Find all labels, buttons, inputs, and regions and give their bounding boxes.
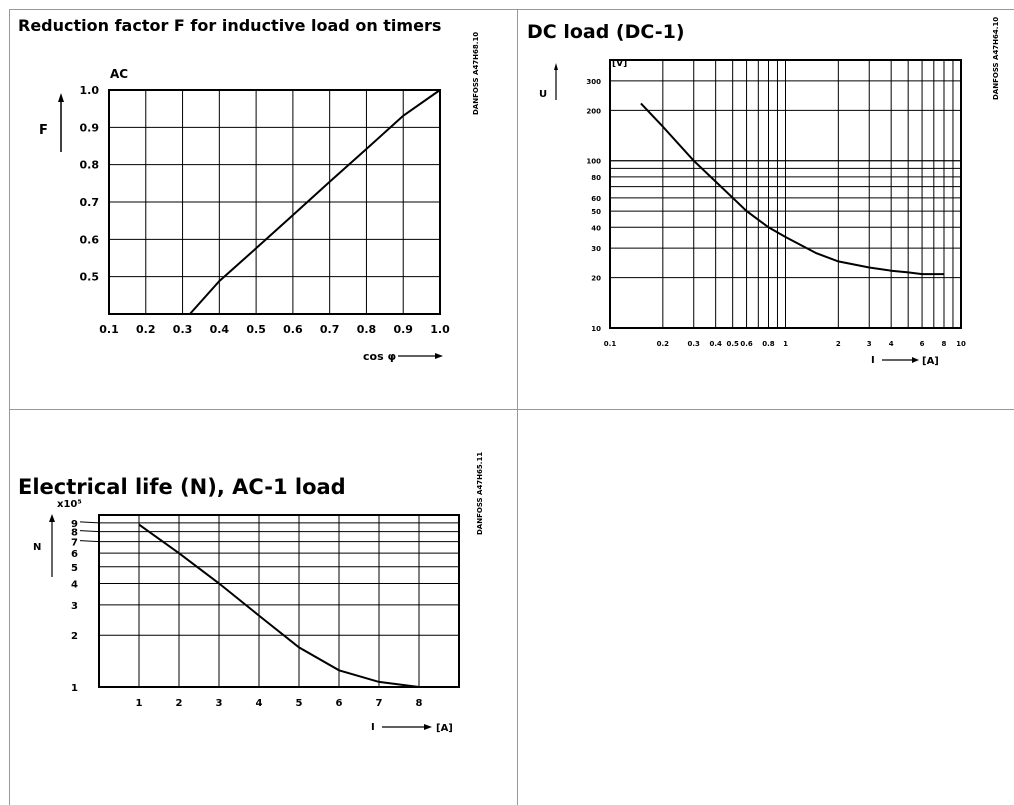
- y-tick-label: 0.7: [80, 196, 100, 209]
- reduction-factor-curve: [189, 89, 441, 315]
- table-border-top: [9, 9, 1014, 10]
- x-axis-arrow-head: [435, 353, 443, 359]
- x-tick-label: 7: [376, 698, 383, 709]
- table-border-middle-horizontal: [9, 409, 1014, 410]
- curve-label-ac: AC: [110, 67, 128, 81]
- y-tick-label: 1.0: [80, 84, 100, 97]
- y-tick-label: 20: [591, 275, 601, 283]
- x-tick-label: 10: [956, 340, 966, 348]
- x-tick-label: 2: [836, 340, 841, 348]
- x-tick-label: 0.1: [604, 340, 617, 348]
- plot-frame: [609, 59, 962, 329]
- y-tick-label: 9: [71, 519, 78, 530]
- x-tick-label: 6: [336, 698, 343, 709]
- x-tick-label: 6: [920, 340, 925, 348]
- stamp-danfoss-a47h65: DANFOSS A47H65.11: [476, 452, 484, 535]
- y-tick-label: 1: [71, 683, 78, 694]
- x-tick-label: 5: [296, 698, 303, 709]
- x-tick-label: 8: [942, 340, 947, 348]
- x-tick-label: 0.2: [657, 340, 670, 348]
- y-axis-arrow-head: [58, 93, 64, 102]
- y-tick-label: 5: [71, 563, 78, 574]
- y-tick-leader: [79, 540, 100, 543]
- x-tick-label: 4: [256, 698, 263, 709]
- electrical-life-curve: [138, 523, 420, 688]
- y-tick-label: 0.8: [80, 159, 100, 172]
- cell-title-reduction-factor: Reduction factor F for inductive load on…: [18, 16, 442, 35]
- y-axis-label-n: N: [33, 542, 41, 553]
- x-tick-label: 0.5: [246, 323, 266, 336]
- plot-frame: [98, 514, 460, 688]
- x-tick-label: 8: [416, 698, 423, 709]
- x-axis-label-i: I: [871, 355, 875, 366]
- x-axis-arrow-head: [912, 357, 919, 363]
- x-tick-label: 0.8: [357, 323, 377, 336]
- x-tick-label: 0.4: [210, 323, 230, 336]
- x-tick-label: 0.3: [173, 323, 193, 336]
- x-tick-label: 0.6: [740, 340, 753, 348]
- y-unit-label: [V]: [612, 59, 627, 69]
- y-tick-label: 2: [71, 631, 78, 642]
- x-unit-label: [A]: [436, 723, 453, 734]
- x-tick-label: 1: [783, 340, 788, 348]
- x-tick-label: 0.5: [726, 340, 739, 348]
- x-tick-label: 0.9: [393, 323, 413, 336]
- x-tick-label: 0.2: [136, 323, 156, 336]
- stamp-danfoss-a47h64: DANFOSS A47H64.10: [992, 17, 1000, 100]
- y-tick-label: 40: [591, 224, 601, 232]
- reduction-factor-chart: AC F cos φ DANFOSS A47H68.10 0.1 0.2 0.3 0.…: [39, 32, 480, 363]
- x-tick-label: 0.6: [283, 323, 303, 336]
- dc-load-curve: [640, 102, 944, 276]
- x-tick-label: 0.8: [762, 340, 775, 348]
- table-border-middle-vertical: [517, 9, 518, 805]
- cell-title-dc-load: DC load (DC-1): [527, 21, 685, 43]
- y-tick-label: 10: [591, 325, 601, 333]
- x-unit-label: [A]: [922, 356, 939, 367]
- x-axis-label-cos-phi: cos φ: [363, 350, 396, 363]
- y-tick-label: 80: [591, 174, 601, 182]
- dc-load-chart: [V] U I [A] DANFOSS A47H64.10 0.1 0.2 0.3 0…: [539, 17, 1000, 367]
- y-tick-label: 6: [71, 549, 78, 560]
- x-tick-label: 2: [176, 698, 183, 709]
- y-axis-label-f: F: [39, 123, 48, 138]
- y-tick-label: 4: [71, 579, 78, 590]
- y-tick-label: 0.6: [80, 233, 100, 246]
- x-tick-label: 4: [889, 340, 894, 348]
- y-tick-label: 300: [586, 78, 601, 86]
- y-axis-arrow-head: [554, 63, 558, 70]
- y-tick-label: 0.5: [80, 271, 100, 284]
- y-tick-label: 50: [591, 208, 601, 216]
- plot-frame: [108, 89, 441, 315]
- y-tick-label: 7: [71, 538, 78, 549]
- y-axis-arrow-head: [49, 514, 55, 522]
- x-tick-label: 1: [136, 698, 143, 709]
- stamp-danfoss-a47h68: DANFOSS A47H68.10: [472, 32, 480, 115]
- x-tick-label: 0.4: [709, 340, 722, 348]
- y-tick-leader: [79, 521, 100, 524]
- x-axis-arrow-head: [424, 724, 432, 730]
- y-tick-label: 3: [71, 601, 78, 612]
- y-tick-leader: [79, 530, 100, 533]
- x-tick-label: 0.7: [320, 323, 340, 336]
- y-tick-label: 8: [71, 528, 78, 539]
- y-axis-label-u: U: [539, 89, 547, 100]
- x-tick-label: 1.0: [430, 323, 450, 336]
- y-tick-label: 30: [591, 245, 601, 253]
- x-tick-label: 3: [867, 340, 872, 348]
- electrical-life-chart: x10⁵ N I [A] DANFOSS A47H65.11 1 2 3 4 5 6 7 81…: [33, 452, 484, 734]
- cell-title-electrical-life: Electrical life (N), AC-1 load: [18, 475, 346, 499]
- table-border-left: [9, 9, 10, 805]
- x-tick-label: 0.3: [688, 340, 701, 348]
- x-axis-label-i: I: [371, 722, 375, 733]
- y-multiplier-label: x10⁵: [57, 499, 82, 510]
- x-tick-label: 0.1: [99, 323, 119, 336]
- y-tick-label: 0.9: [80, 121, 100, 134]
- x-tick-label: 3: [216, 698, 223, 709]
- y-tick-label: 60: [591, 195, 601, 203]
- y-tick-label: 100: [586, 158, 601, 166]
- y-tick-label: 200: [586, 107, 601, 115]
